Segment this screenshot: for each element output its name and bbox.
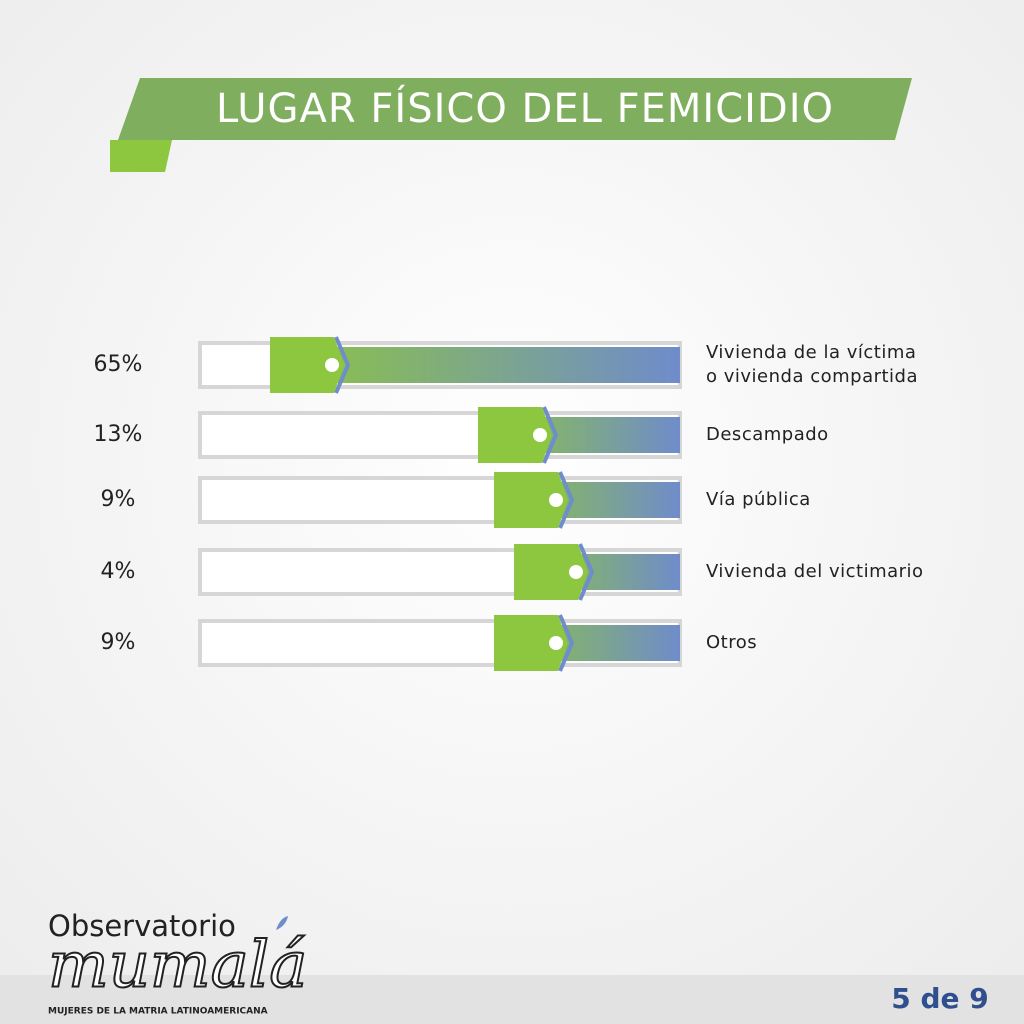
tag-chevron [558, 614, 575, 672]
tag-dot [549, 636, 563, 650]
tag [478, 407, 552, 463]
value-label: 65% [94, 352, 143, 377]
tag [494, 615, 568, 671]
tag-chevron [578, 543, 595, 601]
category-label: Vivienda del victimario [706, 561, 924, 582]
logo-main: mumalá [48, 929, 307, 1003]
tag-chevron [334, 336, 351, 394]
value-label: 4% [101, 559, 136, 584]
logo-leaf [276, 916, 288, 930]
page-number: 5 de 9 [891, 982, 989, 1015]
logo-caption: MUJERES DE LA MATRIA LATINOAMERICANA [48, 1007, 268, 1017]
category-label: Otros [706, 632, 758, 653]
value-label: 9% [101, 487, 136, 512]
title-banner [118, 78, 912, 140]
tag [270, 337, 344, 393]
category-label: Descampado [706, 424, 829, 445]
tag [494, 472, 568, 528]
category-label: Vía pública [706, 489, 811, 510]
banner-tab [110, 140, 172, 172]
value-label: 13% [94, 422, 143, 447]
footer-band [0, 975, 1024, 1024]
logo-top: Observatorio [48, 909, 236, 943]
tag-chevron [558, 471, 575, 529]
tag-dot [533, 428, 547, 442]
value-label: 9% [101, 630, 136, 655]
tag [514, 544, 588, 600]
tag-chevron [542, 406, 559, 464]
tag-dot [549, 493, 563, 507]
chart-title: LUGAR FÍSICO DEL FEMICIDIO [216, 84, 834, 132]
tag-dot [569, 565, 583, 579]
tag-dot [325, 358, 339, 372]
category-label: Vivienda de la víctima o vivienda compar… [706, 342, 919, 387]
